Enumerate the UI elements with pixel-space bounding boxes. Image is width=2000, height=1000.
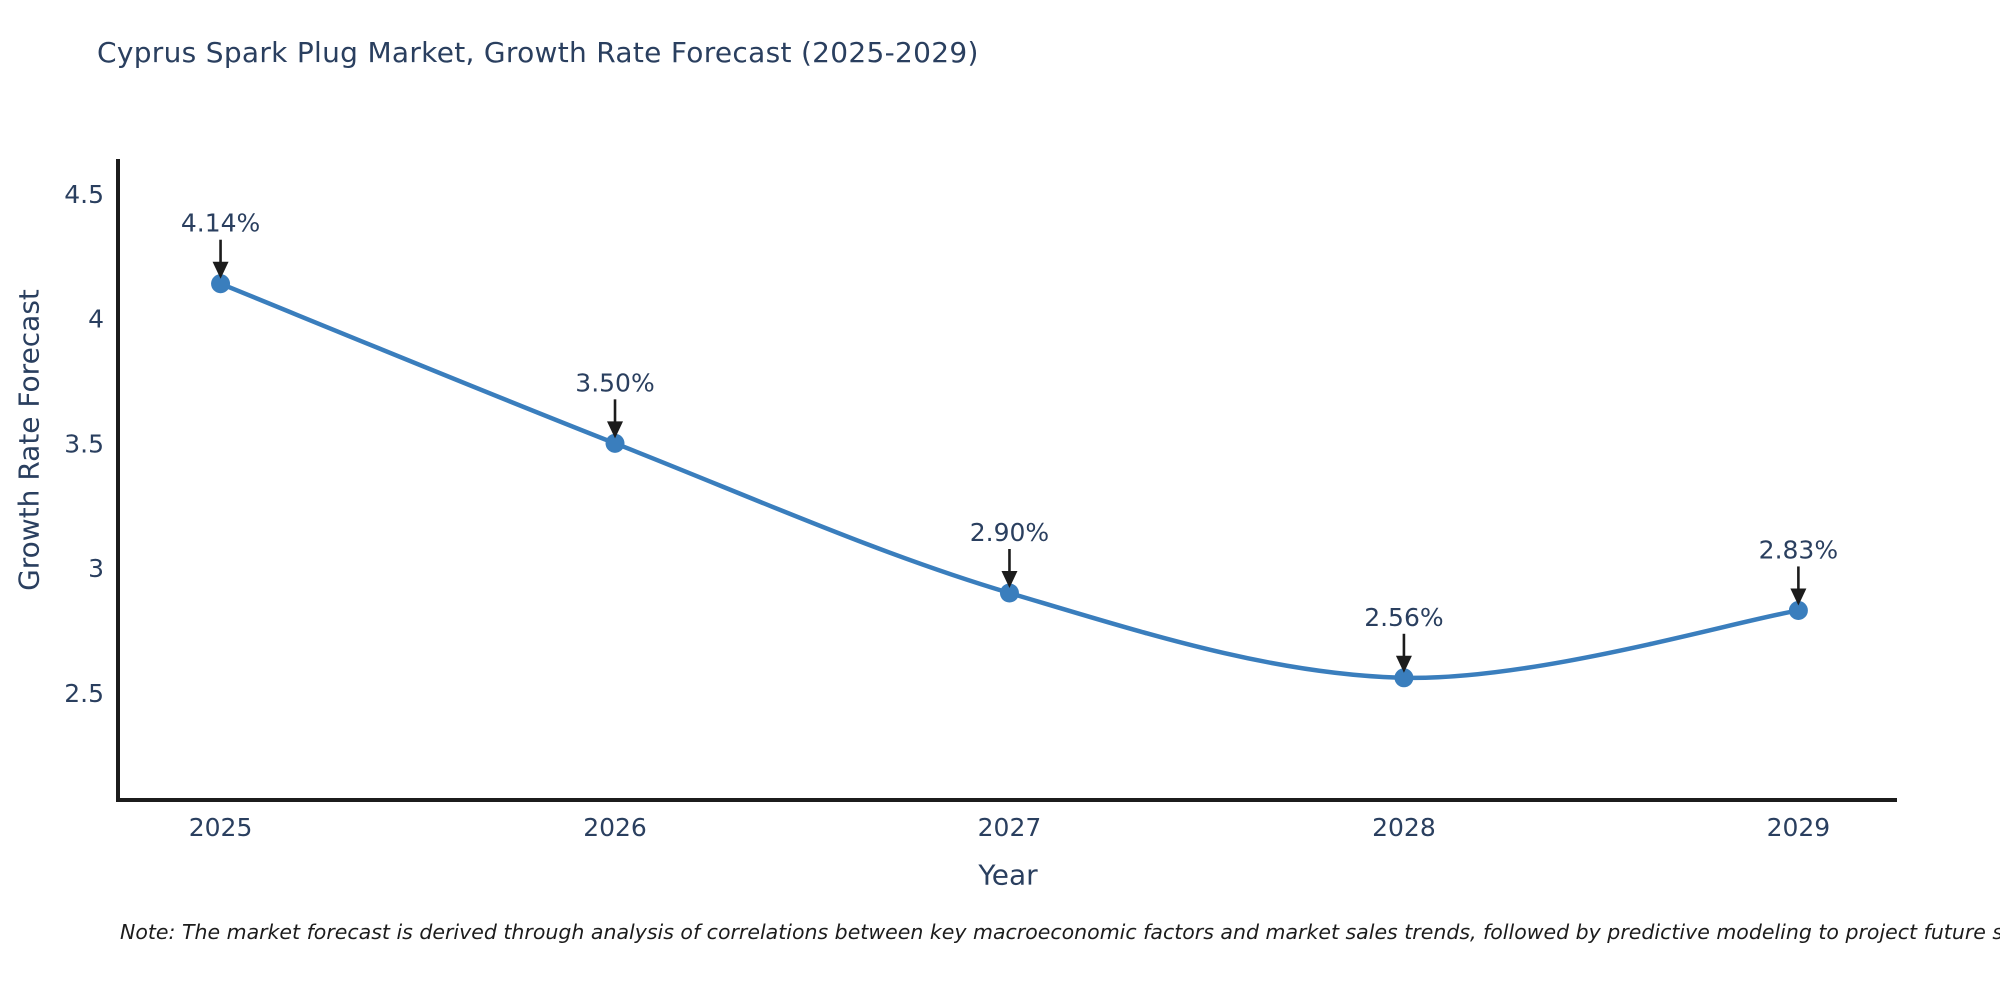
y-tick-label: 3	[88, 554, 104, 583]
data-point-marker[interactable]	[605, 433, 625, 453]
x-tick-label: 2028	[1372, 813, 1436, 842]
data-point-marker[interactable]	[999, 583, 1019, 603]
y-tick-label: 2.5	[64, 679, 104, 708]
trend-line	[218, 281, 1801, 681]
y-tick-label: 4	[88, 305, 104, 334]
x-axis-title: Year	[978, 858, 1038, 892]
annotation-arrow-head	[1395, 655, 1412, 673]
annotation-arrow-head	[212, 261, 229, 279]
data-point-marker[interactable]	[1788, 600, 1808, 620]
data-point-label: 2.90%	[970, 518, 1049, 547]
data-point-label: 2.83%	[1759, 535, 1838, 564]
annotation-arrow-head	[1790, 588, 1807, 606]
data-point-marker[interactable]	[211, 274, 231, 294]
annotation-arrow-head	[1001, 570, 1018, 588]
data-point-label: 2.56%	[1364, 603, 1443, 632]
chart-title: Cyprus Spark Plug Market, Growth Rate Fo…	[97, 36, 979, 69]
annotation-arrow-head	[607, 421, 624, 439]
y-tick-label: 4.5	[64, 180, 104, 209]
data-point-label: 4.14%	[181, 209, 260, 238]
x-tick-label: 2029	[1767, 813, 1831, 842]
x-tick-label: 2027	[978, 813, 1042, 842]
x-tick-label: 2025	[189, 813, 253, 842]
y-tick-label: 3.5	[64, 429, 104, 458]
data-point-marker[interactable]	[1394, 668, 1414, 688]
data-point-label: 3.50%	[575, 368, 654, 397]
x-tick-label: 2026	[583, 813, 647, 842]
footnote: Note: The market forecast is derived thr…	[120, 920, 2000, 944]
